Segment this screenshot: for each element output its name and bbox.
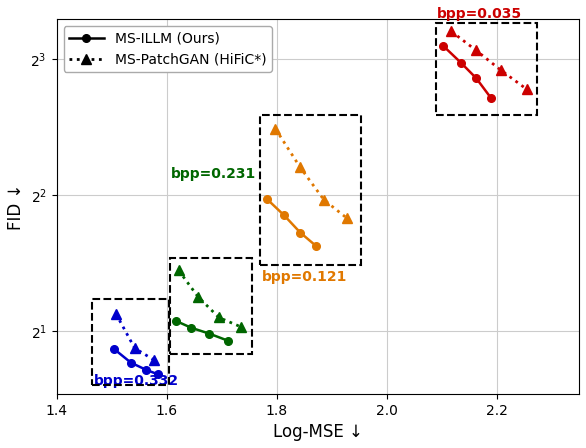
Legend: MS-ILLM (Ours), MS-PatchGAN (HiFiC*): MS-ILLM (Ours), MS-PatchGAN (HiFiC*) <box>63 26 272 72</box>
Text: bpp=0.121: bpp=0.121 <box>262 271 347 284</box>
Y-axis label: FID ↓: FID ↓ <box>7 183 25 230</box>
Text: bpp=0.332: bpp=0.332 <box>93 375 179 388</box>
X-axis label: Log-MSE ↓: Log-MSE ↓ <box>273 423 363 441</box>
Text: bpp=0.231: bpp=0.231 <box>171 167 256 181</box>
Text: bpp=0.035: bpp=0.035 <box>437 7 522 21</box>
